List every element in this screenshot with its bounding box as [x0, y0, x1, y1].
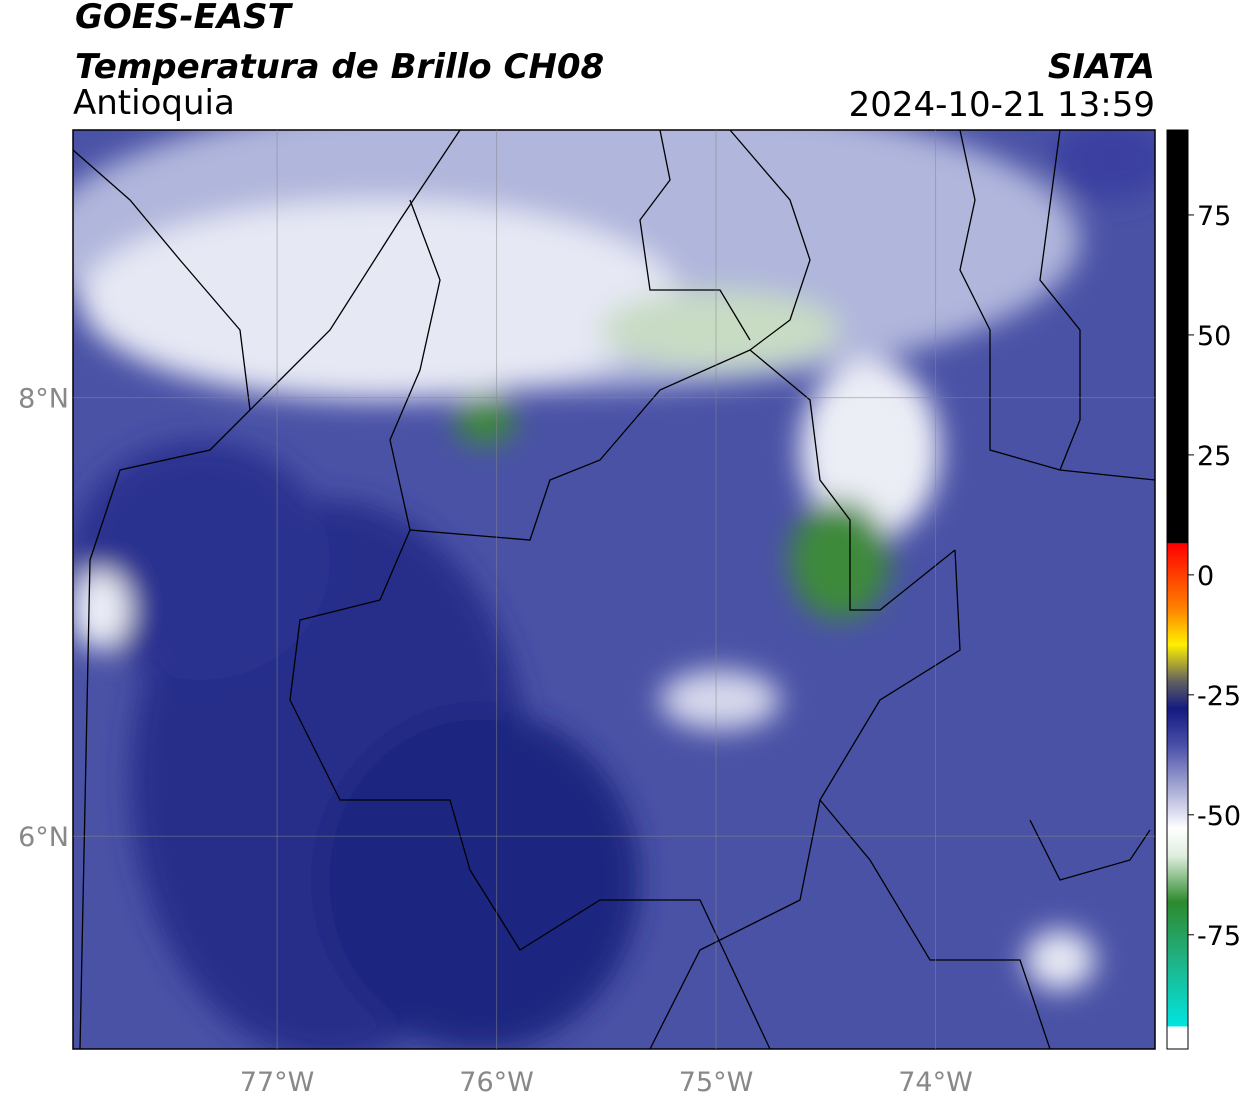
colorbar-tick-label: -25	[1197, 681, 1241, 712]
x-tick-label: 77°W	[240, 1067, 315, 1098]
y-tick-label: 6°N	[18, 822, 69, 853]
colorbar-tick-label: 25	[1197, 441, 1231, 472]
x-tick-label: 75°W	[679, 1067, 754, 1098]
y-tick-label: 8°N	[18, 384, 69, 415]
colorbar-tick-label: -50	[1197, 801, 1241, 832]
source: SIATA	[1048, 47, 1155, 87]
map-image	[73, 130, 1155, 1049]
colorbar-tick-label: 0	[1197, 561, 1214, 592]
map-frame	[72, 129, 1156, 1050]
region: Antioquia	[73, 83, 235, 123]
x-tick-label: 76°W	[459, 1067, 534, 1098]
title: GOES-EAST	[75, 0, 294, 37]
subtitle: Temperatura de Brillo CH08	[75, 47, 604, 87]
x-tick-label: 74°W	[898, 1067, 973, 1098]
colorbar-tick-label: 75	[1197, 201, 1231, 232]
colorbar	[1166, 129, 1189, 1050]
datetime: 2024-10-21 13:59	[849, 85, 1155, 125]
colorbar-tick-label: 50	[1197, 321, 1231, 352]
colorbar-tick-label: -75	[1197, 921, 1241, 952]
